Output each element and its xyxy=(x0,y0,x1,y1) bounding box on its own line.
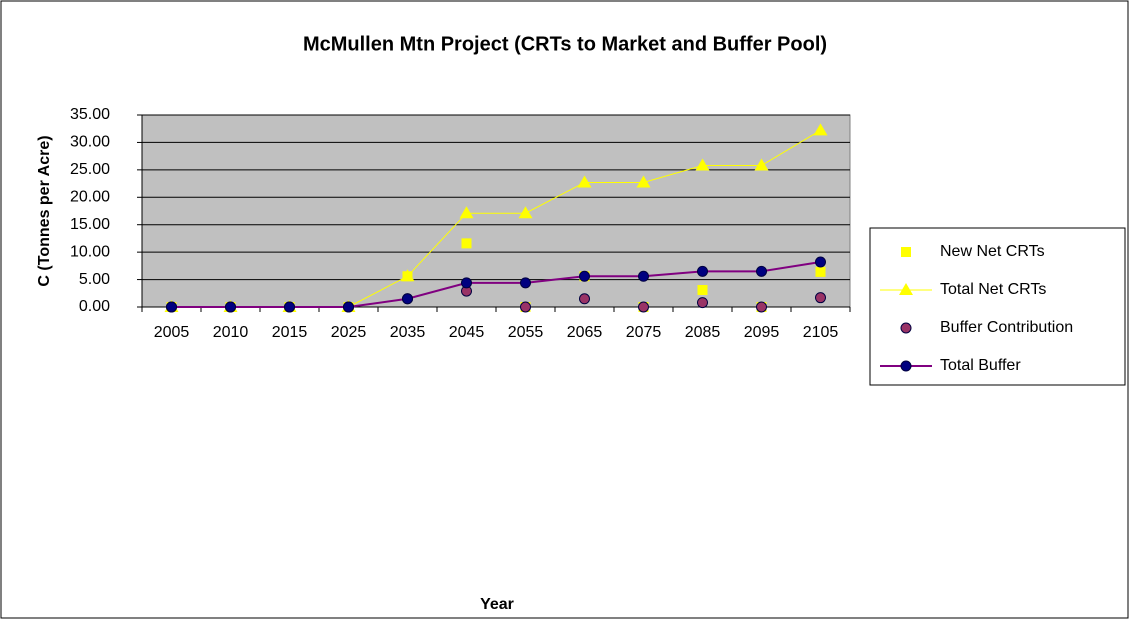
data-point xyxy=(579,270,590,282)
x-tick-label: 2075 xyxy=(626,324,662,341)
data-point xyxy=(461,277,472,289)
series-line xyxy=(171,261,821,308)
data-point xyxy=(579,293,590,305)
x-tick-label: 2010 xyxy=(213,324,249,341)
y-tick-label: 25.00 xyxy=(70,161,110,178)
legend-marker xyxy=(900,360,912,372)
x-tick-label: 2085 xyxy=(685,324,721,341)
legend-marker xyxy=(900,322,912,334)
data-point xyxy=(815,292,826,304)
data-point xyxy=(520,301,531,313)
data-point xyxy=(697,284,708,295)
y-tick-label: 15.00 xyxy=(70,216,110,233)
data-point xyxy=(459,206,474,219)
data-point xyxy=(225,301,236,313)
x-tick-label: 2005 xyxy=(154,324,190,341)
data-point xyxy=(166,301,177,313)
legend-label: Total Net CRTs xyxy=(940,281,1046,298)
data-point xyxy=(284,301,295,313)
data-point xyxy=(754,158,769,171)
data-point xyxy=(402,293,413,305)
legend-marker xyxy=(899,283,913,295)
legend-marker xyxy=(901,247,911,257)
data-point xyxy=(813,123,828,136)
data-point xyxy=(756,265,767,277)
x-tick-label: 2105 xyxy=(803,324,839,341)
y-tick-label: 35.00 xyxy=(70,106,110,123)
data-point xyxy=(756,301,767,313)
data-point xyxy=(400,269,415,282)
x-tick-label: 2035 xyxy=(390,324,426,341)
y-tick-label: 10.00 xyxy=(70,243,110,260)
data-point xyxy=(518,206,533,219)
y-tick-label: 5.00 xyxy=(79,271,110,288)
data-point xyxy=(695,158,710,171)
data-point xyxy=(520,277,531,289)
x-tick-label: 2065 xyxy=(567,324,603,341)
data-point xyxy=(636,175,651,188)
x-tick-label: 2055 xyxy=(508,324,544,341)
data-point xyxy=(815,266,826,277)
y-axis-title: C (Tonnes per Acre) xyxy=(36,135,53,286)
x-axis-title: Year xyxy=(480,596,514,613)
data-point xyxy=(697,265,708,277)
x-tick-label: 2095 xyxy=(744,324,780,341)
legend-box xyxy=(869,227,1126,386)
data-point xyxy=(638,301,649,313)
legend-label: New Net CRTs xyxy=(940,243,1045,260)
plot-area xyxy=(141,114,851,308)
data-point xyxy=(577,175,592,188)
data-point xyxy=(815,256,826,268)
data-point xyxy=(343,301,354,313)
chart-title: McMullen Mtn Project (CRTs to Market and… xyxy=(303,33,827,55)
y-tick-label: 0.00 xyxy=(79,298,110,315)
data-point xyxy=(638,270,649,282)
legend-label: Buffer Contribution xyxy=(940,319,1073,336)
x-tick-label: 2045 xyxy=(449,324,485,341)
y-tick-label: 20.00 xyxy=(70,189,110,206)
legend-label: Total Buffer xyxy=(940,357,1021,374)
x-tick-label: 2025 xyxy=(331,324,367,341)
x-tick-label: 2015 xyxy=(272,324,308,341)
data-point xyxy=(697,297,708,309)
data-point xyxy=(461,238,472,249)
y-tick-label: 30.00 xyxy=(70,134,110,151)
